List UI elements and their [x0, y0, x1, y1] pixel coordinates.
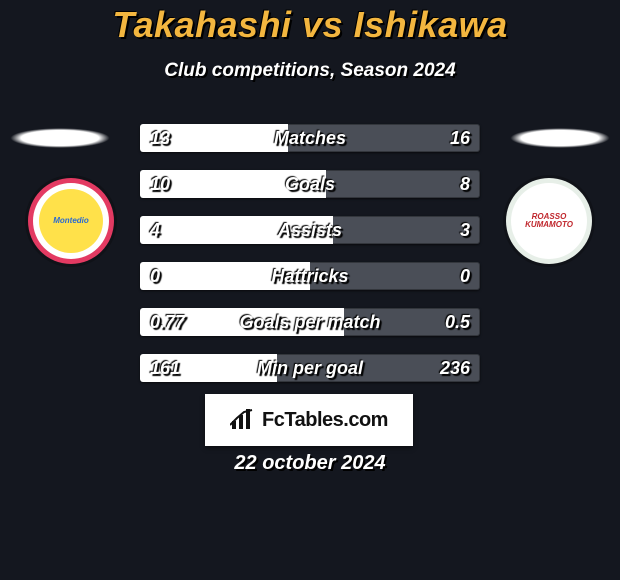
page-title: Takahashi vs Ishikawa	[0, 4, 620, 46]
club-crest-right: ROASSO KUMAMOTO	[506, 178, 592, 264]
flag-right-placeholder	[510, 128, 610, 148]
stat-left-fill	[140, 308, 344, 336]
stat-left-fill	[140, 354, 277, 382]
bar-chart-icon	[230, 409, 256, 431]
stat-row: 13Matches16	[140, 124, 480, 152]
stat-right-value: 236	[430, 354, 480, 382]
stat-row: 4Assists3	[140, 216, 480, 244]
site-name: FcTables.com	[262, 409, 388, 432]
snapshot-date: 22 october 2024	[0, 452, 620, 475]
club-crest-left: Montedio	[28, 178, 114, 264]
stat-left-fill	[140, 170, 326, 198]
stat-row: 10Goals8	[140, 170, 480, 198]
stat-row: 161Min per goal236	[140, 354, 480, 382]
stat-right-value: 0	[450, 262, 480, 290]
stat-row: 0Hattricks0	[140, 262, 480, 290]
stat-right-value: 0.5	[435, 308, 480, 336]
stat-row: 0.77Goals per match0.5	[140, 308, 480, 336]
stat-right-value: 16	[440, 124, 480, 152]
stat-left-fill	[140, 262, 310, 290]
page-subtitle: Club competitions, Season 2024	[0, 60, 620, 82]
stat-bars: 13Matches1610Goals84Assists30Hattricks00…	[140, 124, 480, 400]
site-badge[interactable]: FcTables.com	[205, 394, 413, 446]
comparison-card: Takahashi vs Ishikawa Club competitions,…	[0, 0, 620, 580]
flag-left-placeholder	[10, 128, 110, 148]
stat-left-fill	[140, 124, 288, 152]
stat-right-value: 3	[450, 216, 480, 244]
stat-left-fill	[140, 216, 333, 244]
stat-right-value: 8	[450, 170, 480, 198]
